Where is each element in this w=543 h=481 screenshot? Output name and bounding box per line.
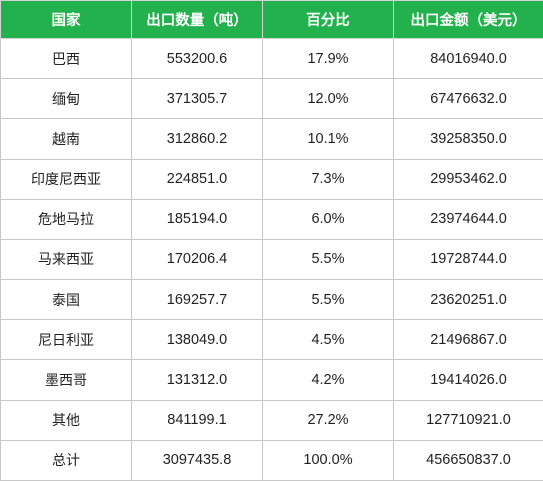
cell-quantity: 169257.7 xyxy=(131,279,263,321)
cell-percent: 7.3% xyxy=(262,158,394,200)
cell-country: 尼日利亚 xyxy=(0,319,132,361)
table-row: 巴西 553200.6 17.9% 84016940.0 xyxy=(0,37,543,80)
cell-country: 印度尼西亚 xyxy=(0,158,132,200)
cell-amount: 29953462.0 xyxy=(393,158,543,200)
header-percent: 百分比 xyxy=(262,0,394,39)
cell-country: 危地马拉 xyxy=(0,198,132,240)
cell-quantity: 371305.7 xyxy=(131,78,263,120)
cell-quantity: 312860.2 xyxy=(131,118,263,160)
cell-percent: 6.0% xyxy=(262,198,394,240)
cell-quantity: 3097435.8 xyxy=(131,439,263,481)
cell-amount: 19414026.0 xyxy=(393,359,543,401)
table-row: 越南 312860.2 10.1% 39258350.0 xyxy=(0,118,543,160)
header-amount: 出口金额（美元） xyxy=(393,0,543,39)
table-row: 危地马拉 185194.0 6.0% 23974644.0 xyxy=(0,198,543,240)
header-country: 国家 xyxy=(0,0,132,39)
cell-quantity: 170206.4 xyxy=(131,238,263,281)
cell-amount: 19728744.0 xyxy=(393,238,543,281)
header-quantity: 出口数量（吨） xyxy=(131,0,263,39)
table-row: 尼日利亚 138049.0 4.5% 21496867.0 xyxy=(0,319,543,361)
cell-quantity: 131312.0 xyxy=(131,359,263,401)
cell-quantity: 841199.1 xyxy=(131,399,263,441)
cell-country: 总计 xyxy=(0,439,132,481)
table-row: 墨西哥 131312.0 4.2% 19414026.0 xyxy=(0,359,543,401)
cell-country: 泰国 xyxy=(0,279,132,321)
cell-percent: 17.9% xyxy=(262,37,394,80)
cell-country: 缅甸 xyxy=(0,78,132,120)
cell-amount: 21496867.0 xyxy=(393,319,543,361)
cell-amount: 456650837.0 xyxy=(393,439,543,481)
cell-percent: 5.5% xyxy=(262,238,394,281)
header-row: 国家 出口数量（吨） 百分比 出口金额（美元） xyxy=(0,0,543,39)
cell-quantity: 553200.6 xyxy=(131,37,263,80)
cell-quantity: 138049.0 xyxy=(131,319,263,361)
cell-amount: 127710921.0 xyxy=(393,399,543,441)
cell-amount: 23974644.0 xyxy=(393,198,543,240)
cell-percent: 5.5% xyxy=(262,279,394,321)
total-row: 总计 3097435.8 100.0% 456650837.0 xyxy=(0,439,543,481)
cell-amount: 39258350.0 xyxy=(393,118,543,160)
cell-percent: 4.5% xyxy=(262,319,394,361)
cell-amount: 67476632.0 xyxy=(393,78,543,120)
cell-percent: 10.1% xyxy=(262,118,394,160)
cell-country: 越南 xyxy=(0,118,132,160)
table-row: 马来西亚 170206.4 5.5% 19728744.0 xyxy=(0,238,543,281)
table-row: 泰国 169257.7 5.5% 23620251.0 xyxy=(0,279,543,321)
cell-amount: 23620251.0 xyxy=(393,279,543,321)
cell-percent: 100.0% xyxy=(262,439,394,481)
cell-country: 巴西 xyxy=(0,37,132,80)
cell-percent: 12.0% xyxy=(262,78,394,120)
cell-country: 马来西亚 xyxy=(0,238,132,281)
table-row: 缅甸 371305.7 12.0% 67476632.0 xyxy=(0,78,543,120)
cell-country: 其他 xyxy=(0,399,132,441)
cell-percent: 27.2% xyxy=(262,399,394,441)
cell-quantity: 224851.0 xyxy=(131,158,263,200)
cell-quantity: 185194.0 xyxy=(131,198,263,240)
table-row: 其他 841199.1 27.2% 127710921.0 xyxy=(0,399,543,441)
cell-percent: 4.2% xyxy=(262,359,394,401)
cell-country: 墨西哥 xyxy=(0,359,132,401)
cell-amount: 84016940.0 xyxy=(393,37,543,80)
table-row: 印度尼西亚 224851.0 7.3% 29953462.0 xyxy=(0,158,543,200)
